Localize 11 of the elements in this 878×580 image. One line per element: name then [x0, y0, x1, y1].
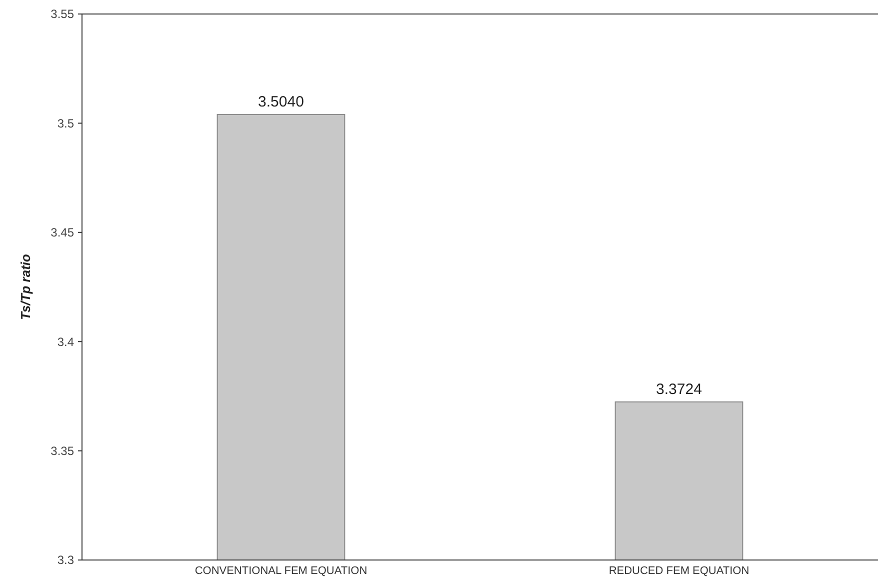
y-tick-label: 3.45 [50, 226, 74, 240]
x-tick-label: REDUCED FEM EQUATION [608, 565, 750, 577]
y-tick-label: 3.5 [57, 116, 74, 130]
y-tick-label: 3.35 [50, 444, 74, 458]
y-tick-label: 3.55 [50, 7, 74, 22]
y-tick-label: 3.4 [57, 334, 74, 349]
data-label: 3.5040 [258, 93, 304, 110]
y-tick-label: 3.3 [57, 553, 74, 568]
x-tick-label: CONVENTIONAL FEM EQUATION [194, 565, 368, 577]
data-label: 3.3724 [656, 380, 702, 398]
y-axis-title: Ts/Tp ratio [18, 254, 33, 320]
